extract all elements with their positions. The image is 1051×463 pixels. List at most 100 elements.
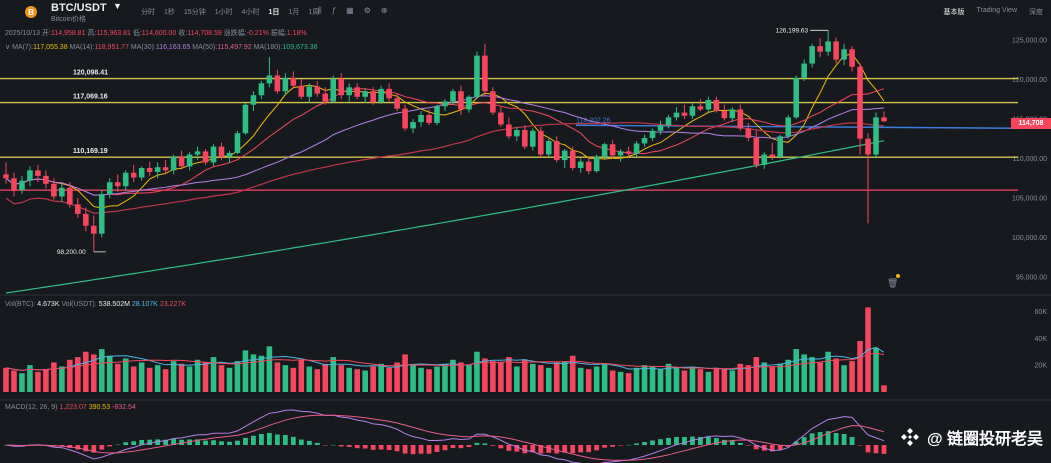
volume-bar <box>817 362 823 392</box>
change-value: -0.21% <box>246 30 269 37</box>
volume-bar <box>545 367 552 392</box>
volume-bar <box>194 359 201 392</box>
ma-label-0: MA(7): <box>12 44 34 51</box>
interval-tab-0[interactable]: 分时 <box>141 9 155 16</box>
volume-bar <box>721 369 728 392</box>
settings-icon[interactable]: ⚙ <box>363 6 371 15</box>
candle-body <box>873 117 879 155</box>
macd-histogram-bar <box>203 440 208 445</box>
macd-histogram-bar <box>801 437 807 445</box>
candle-body <box>186 154 193 167</box>
candle-body <box>418 114 424 123</box>
volume-bar <box>210 357 217 392</box>
candle-body <box>857 66 863 139</box>
candle-body <box>761 154 768 165</box>
candle-body <box>649 130 656 138</box>
interval-tab-4[interactable]: 4小时 <box>241 9 260 16</box>
volume-bar <box>530 363 536 392</box>
volume-bar <box>138 362 145 392</box>
view-switcher: 基本版 Trading View 深度 <box>944 7 1043 17</box>
candle-body <box>553 141 560 161</box>
volume-bar <box>298 359 305 392</box>
ma-caret[interactable]: ∨ <box>5 44 13 51</box>
candle-body <box>75 204 81 214</box>
candle-body <box>522 130 528 147</box>
macd-histogram-bar <box>817 432 823 445</box>
macd-histogram-bar <box>713 438 719 445</box>
interval-tab-6[interactable]: 1月 <box>288 9 300 16</box>
alert-dot <box>896 274 900 278</box>
interval-tab-5[interactable]: 1日 <box>268 9 280 16</box>
candle-body <box>386 88 392 99</box>
candle-body <box>506 124 512 137</box>
volume-bar <box>43 369 49 392</box>
candle-body <box>330 78 337 102</box>
volume-bar <box>777 363 784 392</box>
macd-histogram-bar <box>155 439 161 445</box>
macd-histogram-bar <box>187 439 192 445</box>
macd-histogram-bar <box>434 445 440 452</box>
volume-bar <box>841 365 847 392</box>
current-price-tag: 114,708 <box>1011 118 1051 129</box>
interval-tab-7[interactable]: 1周 <box>308 9 320 16</box>
indicator-icon[interactable]: ƒ <box>331 6 337 15</box>
ma-value-4: 109,673.38 <box>282 44 318 51</box>
view-tab-0[interactable]: 基本版 <box>943 9 965 16</box>
vol-ma-line-1 <box>5 352 885 372</box>
volume-bar <box>75 357 81 392</box>
ma-value-1: 118,951.77 <box>94 44 131 51</box>
volume-bar <box>857 340 863 392</box>
interval-tab-2[interactable]: 15分钟 <box>183 9 206 16</box>
ma-label-3: MA(50): <box>192 44 218 51</box>
volume-bar <box>617 371 624 392</box>
volume-bar <box>314 369 321 392</box>
volume-bar <box>522 359 528 392</box>
candles-icon[interactable]: ⫼ <box>318 6 322 15</box>
volume-bar <box>218 365 225 392</box>
volume-bar <box>673 367 680 392</box>
macd-histogram-bar <box>522 445 528 454</box>
interval-tab-1[interactable]: 1秒 <box>164 9 175 16</box>
trash-icon[interactable]: 🗑 <box>887 278 899 288</box>
volume-bar <box>242 350 249 392</box>
volume-bar <box>801 354 807 392</box>
macd-histogram-bar <box>618 445 623 446</box>
candle-body <box>689 106 696 116</box>
macd-histogram-bar <box>530 445 536 453</box>
vol-btc-value: 4.673K <box>37 301 60 308</box>
layout-icon[interactable]: ▦ <box>346 6 354 15</box>
candle-body <box>210 146 217 163</box>
view-tab-2[interactable]: 深度 <box>1029 9 1043 16</box>
volume-bar <box>633 367 640 392</box>
candle-body <box>106 182 113 195</box>
macd-histogram-bar <box>442 445 448 451</box>
compare-icon[interactable]: ⊕ <box>380 6 388 15</box>
volume-bar <box>609 370 616 392</box>
high-annotation: 126,199.63 <box>776 27 809 34</box>
view-tab-1[interactable]: Trading View <box>976 7 1017 14</box>
macd-histogram-bar <box>298 439 304 445</box>
volume-legend: Vol(BTC): 4.673K Vol(USDT): 538.502M 28.… <box>5 301 186 308</box>
macd-histogram-bar <box>394 445 400 452</box>
candle-body <box>745 128 752 138</box>
volume-bar <box>27 365 33 392</box>
volume-bar <box>154 365 161 392</box>
candle-body <box>498 112 504 125</box>
macd-histogram-bar <box>458 445 464 449</box>
level-label-1: 117,069.16 <box>73 94 108 101</box>
candle-body <box>569 150 576 168</box>
macd-histogram-bar <box>163 439 169 445</box>
macd-histogram-bar <box>370 445 376 450</box>
volume-bar <box>258 355 265 392</box>
close-value: 114,708.59 <box>187 30 222 37</box>
volume-bar <box>785 359 792 392</box>
chevron-down-icon[interactable]: ▼ <box>113 1 122 11</box>
symbol-title[interactable]: BTC/USDT <box>51 2 107 14</box>
candle-body <box>641 137 648 144</box>
interval-tab-3[interactable]: 1小时 <box>214 9 233 16</box>
volume-bar <box>705 371 712 392</box>
macd-histogram-bar <box>626 444 631 446</box>
candle-body <box>354 87 360 97</box>
open-label: 开: <box>42 30 51 37</box>
